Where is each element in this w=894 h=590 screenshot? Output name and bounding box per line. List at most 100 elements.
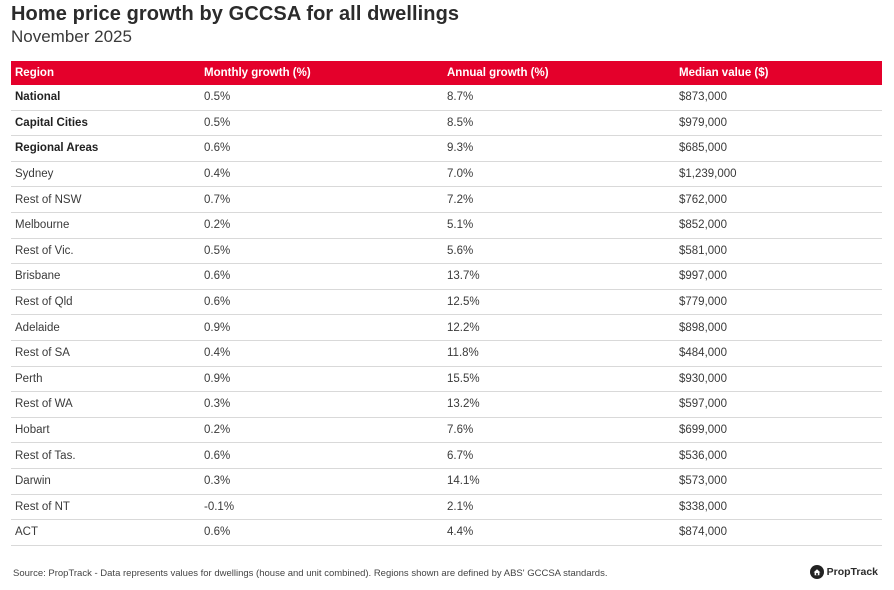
- cell-median-value: $536,000: [679, 449, 727, 462]
- cell-annual-growth: 14.1%: [447, 475, 480, 488]
- cell-annual-growth: 9.3%: [447, 142, 474, 155]
- column-header-annual-growth: Annual growth (%): [447, 67, 549, 79]
- cell-region: Sydney: [15, 168, 54, 181]
- cell-monthly-growth: 0.5%: [204, 244, 231, 257]
- cell-monthly-growth: 0.6%: [204, 270, 231, 283]
- cell-region: Regional Areas: [15, 142, 99, 155]
- cell-region: Rest of Vic.: [15, 244, 74, 257]
- cell-monthly-growth: 0.3%: [204, 475, 231, 488]
- cell-region: Adelaide: [15, 321, 60, 334]
- page-subtitle: November 2025: [11, 27, 132, 46]
- cell-annual-growth: 12.5%: [447, 296, 480, 309]
- cell-median-value: $979,000: [679, 116, 727, 129]
- table-row: Brisbane 0.6% 13.7% $997,000: [11, 264, 882, 290]
- cell-region: Rest of WA: [15, 398, 73, 411]
- table-row: Regional Areas 0.6% 9.3% $685,000: [11, 136, 882, 162]
- cell-annual-growth: 8.7%: [447, 91, 474, 104]
- table-row: Capital Cities 0.5% 8.5% $979,000: [11, 111, 882, 137]
- growth-table: Region Monthly growth (%) Annual growth …: [11, 61, 882, 546]
- cell-monthly-growth: -0.1%: [204, 500, 235, 513]
- cell-median-value: $699,000: [679, 424, 727, 437]
- cell-annual-growth: 13.2%: [447, 398, 480, 411]
- proptrack-logo-icon: [809, 565, 824, 579]
- cell-annual-growth: 2.1%: [447, 500, 474, 513]
- cell-median-value: $484,000: [679, 347, 727, 360]
- cell-monthly-growth: 0.7%: [204, 193, 231, 206]
- cell-annual-growth: 12.2%: [447, 321, 480, 334]
- cell-monthly-growth: 0.2%: [204, 219, 231, 232]
- table-row: Rest of Vic. 0.5% 5.6% $581,000: [11, 239, 882, 265]
- cell-median-value: $898,000: [679, 321, 727, 334]
- cell-median-value: $997,000: [679, 270, 727, 283]
- cell-region: National: [15, 91, 61, 104]
- cell-annual-growth: 7.6%: [447, 424, 474, 437]
- cell-monthly-growth: 0.6%: [204, 142, 231, 155]
- brand-name: PropTrack: [826, 566, 878, 578]
- column-header-monthly-growth: Monthly growth (%): [204, 67, 311, 79]
- cell-annual-growth: 7.2%: [447, 193, 474, 206]
- cell-annual-growth: 5.1%: [447, 219, 474, 232]
- cell-median-value: $1,239,000: [679, 168, 737, 181]
- cell-annual-growth: 4.4%: [447, 526, 474, 539]
- cell-region: Rest of Qld: [15, 296, 73, 309]
- table-row: Darwin 0.3% 14.1% $573,000: [11, 469, 882, 495]
- cell-annual-growth: 15.5%: [447, 372, 480, 385]
- cell-region: ACT: [15, 526, 38, 539]
- cell-monthly-growth: 0.6%: [204, 449, 231, 462]
- cell-annual-growth: 11.8%: [447, 347, 479, 360]
- column-header-median-value: Median value ($): [679, 67, 769, 79]
- cell-monthly-growth: 0.9%: [204, 372, 231, 385]
- cell-median-value: $581,000: [679, 244, 727, 257]
- table-row: Adelaide 0.9% 12.2% $898,000: [11, 315, 882, 341]
- cell-median-value: $873,000: [679, 91, 727, 104]
- table-row: National 0.5% 8.7% $873,000: [11, 85, 882, 111]
- table-row: Rest of SA 0.4% 11.8% $484,000: [11, 341, 882, 367]
- source-note: Source: PropTrack - Data represents valu…: [13, 568, 608, 579]
- table-row: Rest of WA 0.3% 13.2% $597,000: [11, 392, 882, 418]
- cell-region: Rest of NT: [15, 500, 70, 513]
- cell-region: Capital Cities: [15, 116, 88, 129]
- table-row: Rest of NT -0.1% 2.1% $338,000: [11, 495, 882, 521]
- table-row: Rest of Tas. 0.6% 6.7% $536,000: [11, 443, 882, 469]
- cell-median-value: $779,000: [679, 296, 727, 309]
- cell-region: Rest of Tas.: [15, 449, 76, 462]
- cell-region: Rest of NSW: [15, 193, 82, 206]
- table-row: Sydney 0.4% 7.0% $1,239,000: [11, 162, 882, 188]
- cell-region: Brisbane: [15, 270, 61, 283]
- cell-monthly-growth: 0.3%: [204, 398, 231, 411]
- cell-median-value: $852,000: [679, 219, 727, 232]
- table-body: National 0.5% 8.7% $873,000 Capital Cities 0.…: [11, 85, 882, 546]
- cell-monthly-growth: 0.5%: [204, 116, 231, 129]
- cell-monthly-growth: 0.2%: [204, 424, 231, 437]
- cell-median-value: $874,000: [679, 526, 727, 539]
- cell-annual-growth: 6.7%: [447, 449, 474, 462]
- cell-region: Rest of SA: [15, 347, 70, 360]
- table-row: Melbourne 0.2% 5.1% $852,000: [11, 213, 882, 239]
- cell-median-value: $338,000: [679, 500, 727, 513]
- column-header-region: Region: [15, 67, 54, 79]
- cell-monthly-growth: 0.6%: [204, 526, 231, 539]
- cell-median-value: $762,000: [679, 193, 727, 206]
- cell-annual-growth: 13.7%: [447, 270, 480, 283]
- table-row: Hobart 0.2% 7.6% $699,000: [11, 418, 882, 444]
- cell-monthly-growth: 0.9%: [204, 321, 231, 334]
- cell-monthly-growth: 0.6%: [204, 296, 231, 309]
- table-row: Rest of Qld 0.6% 12.5% $779,000: [11, 290, 882, 316]
- cell-median-value: $597,000: [679, 398, 727, 411]
- cell-region: Darwin: [15, 475, 51, 488]
- cell-monthly-growth: 0.5%: [204, 91, 231, 104]
- cell-monthly-growth: 0.4%: [204, 347, 231, 360]
- table-header: Region Monthly growth (%) Annual growth …: [11, 61, 882, 85]
- cell-region: Melbourne: [15, 219, 70, 232]
- cell-region: Perth: [15, 372, 43, 385]
- cell-median-value: $573,000: [679, 475, 727, 488]
- cell-region: Hobart: [15, 424, 50, 437]
- table-row: ACT 0.6% 4.4% $874,000: [11, 520, 882, 546]
- cell-median-value: $685,000: [679, 142, 727, 155]
- cell-monthly-growth: 0.4%: [204, 168, 231, 181]
- table-row: Perth 0.9% 15.5% $930,000: [11, 367, 882, 393]
- page-title: Home price growth by GCCSA for all dwell…: [11, 3, 460, 25]
- cell-annual-growth: 8.5%: [447, 116, 474, 129]
- brand-logo: PropTrack: [809, 565, 878, 579]
- table-row: Rest of NSW 0.7% 7.2% $762,000: [11, 187, 882, 213]
